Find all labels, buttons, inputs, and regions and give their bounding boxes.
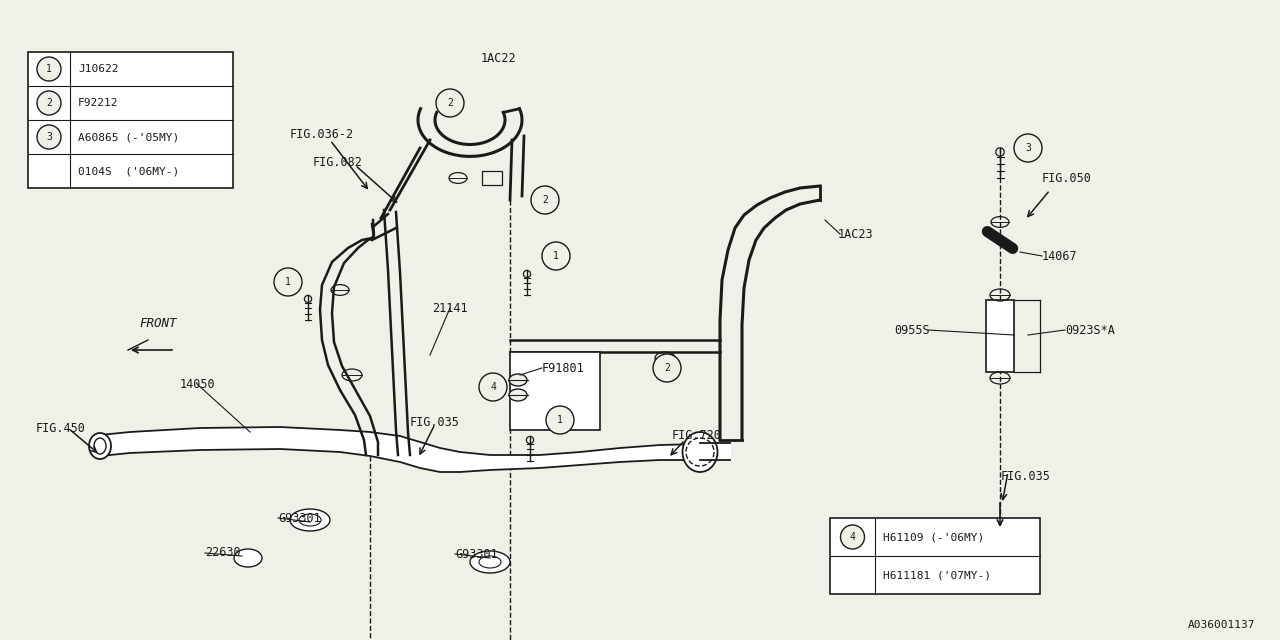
Circle shape xyxy=(436,89,465,117)
Text: 2: 2 xyxy=(46,98,52,108)
Text: G93301: G93301 xyxy=(454,547,498,561)
Circle shape xyxy=(1014,134,1042,162)
Text: FIG.450: FIG.450 xyxy=(36,422,86,435)
Text: 4: 4 xyxy=(850,532,855,542)
Text: F91801: F91801 xyxy=(541,362,585,374)
Text: 1: 1 xyxy=(553,251,559,261)
Text: 4: 4 xyxy=(490,382,495,392)
Text: 14050: 14050 xyxy=(179,378,215,390)
Text: 22630: 22630 xyxy=(205,547,241,559)
Text: 1: 1 xyxy=(46,64,52,74)
Text: G93301: G93301 xyxy=(278,511,321,525)
Text: FRONT: FRONT xyxy=(140,317,177,330)
Text: H611181 ('07MY-): H611181 ('07MY-) xyxy=(883,570,991,580)
Ellipse shape xyxy=(509,389,527,401)
Text: 2: 2 xyxy=(447,98,453,108)
Text: 1AC23: 1AC23 xyxy=(838,227,874,241)
Circle shape xyxy=(274,268,302,296)
Text: 1AC22: 1AC22 xyxy=(480,51,516,65)
Ellipse shape xyxy=(291,509,330,531)
Text: FIG.720: FIG.720 xyxy=(672,429,722,442)
Ellipse shape xyxy=(682,432,718,472)
Circle shape xyxy=(541,242,570,270)
FancyBboxPatch shape xyxy=(483,171,502,185)
Text: FIG.050: FIG.050 xyxy=(1042,172,1092,184)
Circle shape xyxy=(841,525,864,549)
Text: FIG.035: FIG.035 xyxy=(1001,470,1051,483)
Ellipse shape xyxy=(470,551,509,573)
Text: FIG.035: FIG.035 xyxy=(410,415,460,429)
Text: 1: 1 xyxy=(557,415,563,425)
Text: J10622: J10622 xyxy=(78,64,119,74)
Text: 0104S  ('06MY-): 0104S ('06MY-) xyxy=(78,166,179,176)
Text: FIG.082: FIG.082 xyxy=(314,156,362,168)
Text: 14067: 14067 xyxy=(1042,250,1078,262)
Ellipse shape xyxy=(509,374,527,386)
Text: FIG.036-2: FIG.036-2 xyxy=(291,127,355,141)
Text: 3: 3 xyxy=(1025,143,1030,153)
Text: A036001137: A036001137 xyxy=(1188,620,1254,630)
Text: A60865 (-'05MY): A60865 (-'05MY) xyxy=(78,132,179,142)
FancyArrowPatch shape xyxy=(987,232,1012,248)
Text: 2: 2 xyxy=(664,363,669,373)
Ellipse shape xyxy=(90,433,111,459)
Polygon shape xyxy=(700,443,730,460)
FancyBboxPatch shape xyxy=(829,518,1039,594)
Circle shape xyxy=(37,57,61,81)
Circle shape xyxy=(653,354,681,382)
Text: 2: 2 xyxy=(541,195,548,205)
Text: 0955S: 0955S xyxy=(895,323,931,337)
Text: 1: 1 xyxy=(285,277,291,287)
Polygon shape xyxy=(100,427,700,472)
Circle shape xyxy=(547,406,573,434)
Circle shape xyxy=(531,186,559,214)
Text: 21141: 21141 xyxy=(433,301,467,314)
Text: 0923S*A: 0923S*A xyxy=(1065,323,1115,337)
Circle shape xyxy=(37,91,61,115)
FancyBboxPatch shape xyxy=(986,300,1014,372)
Text: 3: 3 xyxy=(46,132,52,142)
Text: F92212: F92212 xyxy=(78,98,119,108)
Ellipse shape xyxy=(234,549,262,567)
Text: H61109 (-'06MY): H61109 (-'06MY) xyxy=(883,532,984,542)
FancyBboxPatch shape xyxy=(28,52,233,188)
Circle shape xyxy=(479,373,507,401)
Circle shape xyxy=(37,125,61,149)
FancyBboxPatch shape xyxy=(509,352,600,430)
